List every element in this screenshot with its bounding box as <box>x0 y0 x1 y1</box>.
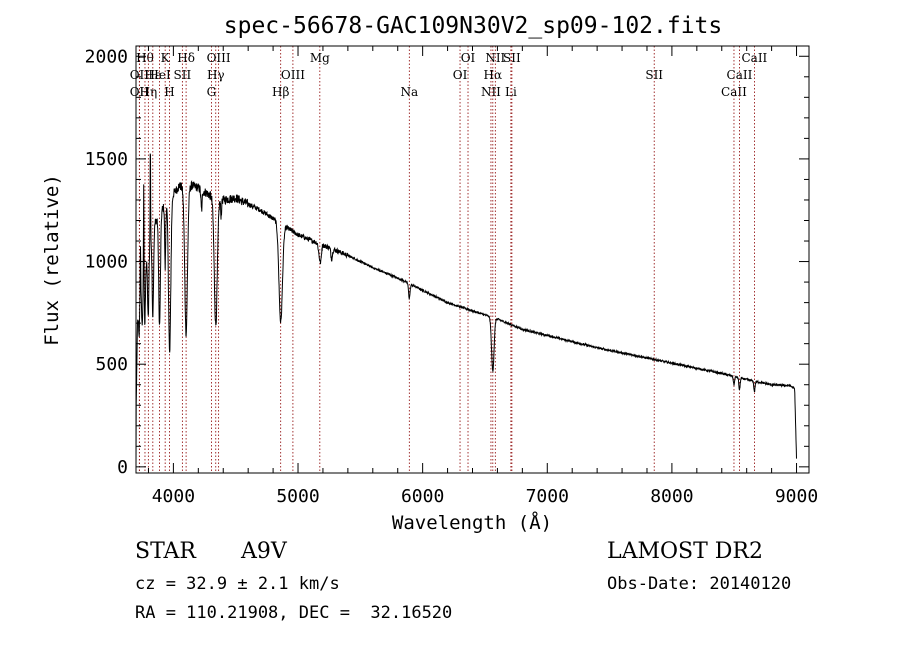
marker-label-4: Hε <box>144 68 161 82</box>
marker-label-6: K <box>161 51 171 65</box>
observation-date: Obs-Date: 20140120 <box>607 574 792 594</box>
marker-label-8: SII <box>174 68 192 82</box>
marker-label-20: Hα <box>484 68 503 82</box>
marker-label-18: OI <box>461 51 476 65</box>
x-axis-label: Wavelength (Å) <box>392 511 552 534</box>
x-tick-label-3: 7000 <box>526 486 569 507</box>
chart-title: spec-56678-GAC109N30V2_sp09-102.fits <box>224 13 723 39</box>
spectrum-line <box>135 153 797 467</box>
y-tick-label-3: 1500 <box>85 149 128 170</box>
marker-label-13: Hβ <box>272 85 289 99</box>
marker-label-15: Mg <box>310 51 330 65</box>
marker-label-26: CaII <box>727 68 753 82</box>
axis-ticks: 4000 5000 6000 7000 8000 9000 0 500 1000 1500 2000 <box>85 46 818 507</box>
object-subclass: A9V <box>241 539 287 564</box>
marker-label-10: G <box>207 85 217 99</box>
marker-label-21: NII <box>485 51 505 65</box>
marker-label-19: NII <box>481 85 501 99</box>
marker-label-24: SII <box>645 68 663 82</box>
redshift-velocity: cz = 32.9 ± 2.1 km/s <box>135 574 340 594</box>
x-tick-label-1: 5000 <box>276 486 319 507</box>
marker-label-12: OIII <box>207 51 231 65</box>
object-class: STAR <box>135 539 196 564</box>
survey-name: LAMOST DR2 <box>607 539 763 564</box>
marker-label-1: OII <box>130 85 150 99</box>
line-markers: OIIOIIHθHηHεHeIKHSIIHδGHγOIIIHβOIIIMgNaO… <box>130 46 768 473</box>
marker-label-27: CaII <box>741 51 767 65</box>
x-tick-label-2: 6000 <box>401 486 444 507</box>
marker-label-5: HeI <box>148 68 171 82</box>
marker-label-9: Hδ <box>177 51 195 65</box>
marker-label-11: Hγ <box>207 68 225 82</box>
y-tick-label-4: 2000 <box>85 46 128 67</box>
marker-label-16: Na <box>400 85 418 99</box>
coordinates: RA = 110.21908, DEC = 32.16520 <box>135 603 453 623</box>
y-tick-label-0: 0 <box>117 457 128 478</box>
x-tick-label-5: 9000 <box>775 486 818 507</box>
y-axis-label: Flux (relative) <box>41 174 63 346</box>
y-tick-label-2: 1000 <box>85 252 128 273</box>
y-tick-label-1: 500 <box>95 354 128 375</box>
marker-label-2: Hθ <box>136 51 154 65</box>
marker-label-7: H <box>164 85 174 99</box>
marker-label-25: CaII <box>721 85 747 99</box>
x-tick-label-0: 4000 <box>152 486 195 507</box>
marker-label-22: Li <box>505 85 517 99</box>
marker-label-17: OI <box>453 68 468 82</box>
x-tick-label-4: 8000 <box>650 486 693 507</box>
marker-label-14: OIII <box>281 68 305 82</box>
marker-label-3: Hη <box>140 85 158 99</box>
plot-frame <box>135 45 810 474</box>
marker-label-23: SII <box>503 51 521 65</box>
